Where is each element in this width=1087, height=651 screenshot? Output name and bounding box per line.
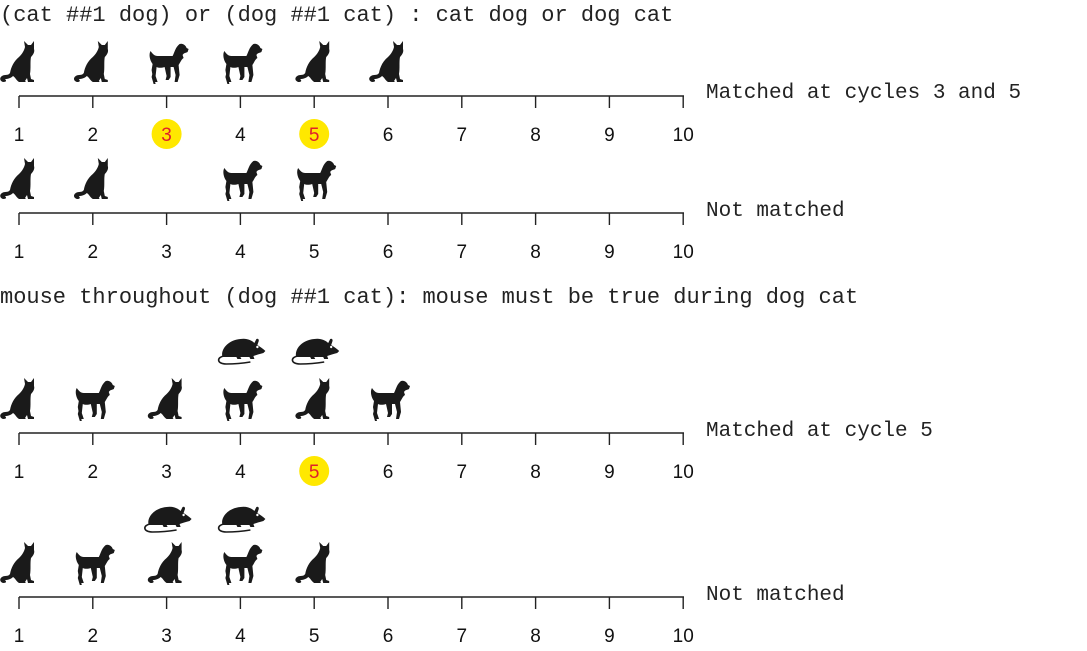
tick-label: 4 [235,242,246,263]
cat-icon [295,542,330,583]
cat-icon [295,41,330,82]
timeline-3-result: Matched at cycle 5 [706,420,933,443]
tick-label: 1 [14,242,25,263]
cat-icon [73,41,109,82]
dog-icon [223,544,263,585]
cat-icon [0,158,35,199]
tick-label: 10 [673,462,694,483]
dog-icon [223,160,263,201]
cat-icon [0,542,35,583]
match-highlight [299,456,330,486]
tick-label: 2 [88,626,99,647]
timeline-2: 1 2 3 4 5 6 7 8 9 10 [0,158,694,263]
dog-icon [223,380,263,421]
dog-icon [370,380,410,421]
mouse-icon [217,338,266,365]
tick-label: 8 [530,242,541,263]
section-2-heading: mouse throughout (dog ##1 cat): mouse mu… [0,285,859,310]
tick-label: 7 [457,626,468,647]
tick-label: 6 [383,462,394,483]
tick-label: 3 [161,462,172,483]
cat-icon [0,41,35,82]
match-highlight [299,119,330,149]
cat-icon [369,41,404,82]
tick-label: 4 [235,462,246,483]
tick-label: 5 [309,242,320,263]
tick-label: 9 [604,125,615,146]
cat-icon [295,378,330,419]
tick-label: 2 [88,462,99,483]
cat-icon [147,542,182,583]
dog-icon [297,160,337,201]
tick-label: 4 [235,125,246,146]
cat-icon [147,378,182,419]
mouse-icon [144,506,192,533]
tick-label: 9 [604,242,615,263]
section-1-heading: (cat ##1 dog) or (dog ##1 cat) : cat dog… [0,3,674,28]
timeline-1: 1 2 3 4 5 6 7 8 9 10 [0,41,694,149]
tick-label: 3 [161,242,172,263]
cat-icon [73,158,109,199]
dog-icon [223,43,263,84]
mouse-icon [217,506,266,533]
tick-label: 2 [88,125,99,146]
tick-label: 6 [383,626,394,647]
dog-icon [75,380,115,421]
tick-label: 8 [530,125,541,146]
tick-label: 9 [604,462,615,483]
tick-label: 1 [14,626,25,647]
tick-label: 8 [530,462,541,483]
cat-icon [0,378,35,419]
tick-label: 5 [309,626,320,647]
tick-label: 6 [383,242,394,263]
mouse-icon [291,338,340,365]
timeline-2-result: Not matched [706,200,845,223]
tick-label: 3 [161,626,172,647]
timeline-1-result: Matched at cycles 3 and 5 [706,82,1022,105]
timeline-4-result: Not matched [706,584,845,607]
tick-label: 10 [673,242,694,263]
tick-label: 10 [673,125,694,146]
tick-label: 9 [604,626,615,647]
tick-label: 2 [88,242,99,263]
tick-label: 7 [457,125,468,146]
tick-label: 6 [383,125,394,146]
tick-label: 5 [309,125,320,146]
tick-label: 8 [530,626,541,647]
timeline-4: 1 2 3 4 5 6 7 8 9 10 [0,506,694,647]
tick-label: 3 [161,125,172,146]
tick-label: 10 [673,626,694,647]
tick-label: 4 [235,626,246,647]
timeline-3: 1 2 3 4 5 6 7 8 9 10 [0,338,694,486]
match-highlight [151,119,182,149]
tick-label: 7 [457,242,468,263]
tick-label: 5 [309,462,320,483]
tick-label: 7 [457,462,468,483]
tick-label: 1 [14,462,25,483]
dog-icon [75,544,115,585]
tick-label: 1 [14,125,25,146]
dog-icon [149,43,189,84]
